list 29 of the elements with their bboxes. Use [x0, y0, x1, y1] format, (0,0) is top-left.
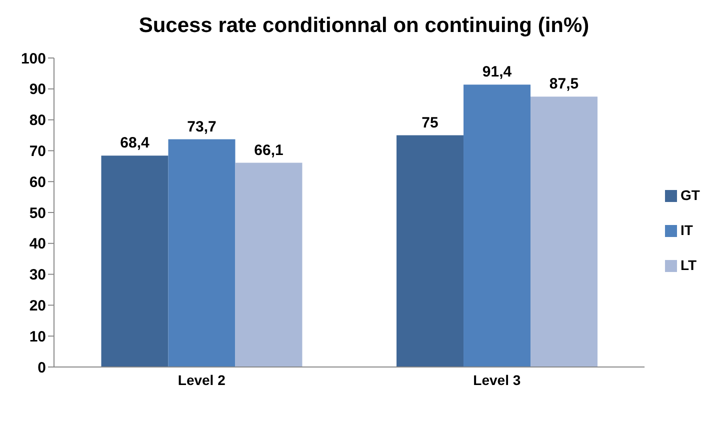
legend-label: LT [680, 257, 697, 273]
y-tick-label: 10 [29, 328, 46, 346]
y-tick-label: 20 [29, 298, 46, 315]
bar [101, 156, 168, 367]
y-tick-label: 50 [29, 204, 46, 222]
legend-label: IT [680, 222, 693, 238]
y-tick-label: 80 [29, 112, 46, 130]
data-label: 91,4 [482, 64, 512, 81]
x-tick-label: Level 2 [178, 372, 226, 388]
y-tick-label: 60 [29, 174, 46, 191]
data-label: 75 [422, 114, 438, 132]
bar [235, 162, 302, 367]
chart-title: Sucess rate conditionnal on continuing (in%) [138, 13, 590, 39]
y-tick-label: 90 [29, 81, 46, 98]
bar [168, 139, 236, 367]
y-tick-label: 40 [29, 236, 46, 253]
bar [530, 96, 598, 367]
y-tick-label: 0 [38, 359, 46, 376]
data-label: 73,7 [187, 118, 216, 136]
x-tick-label: Level 3 [473, 372, 521, 388]
bar [464, 84, 531, 367]
y-tick-label: 70 [29, 143, 46, 160]
y-tick-label: 100 [20, 50, 46, 68]
y-tick-label: 30 [29, 266, 46, 284]
data-label: 87,5 [549, 76, 579, 93]
data-label: 66,1 [254, 142, 284, 159]
data-label: 68,4 [120, 134, 150, 152]
legend-label: GT [680, 187, 700, 203]
bar [396, 135, 464, 367]
